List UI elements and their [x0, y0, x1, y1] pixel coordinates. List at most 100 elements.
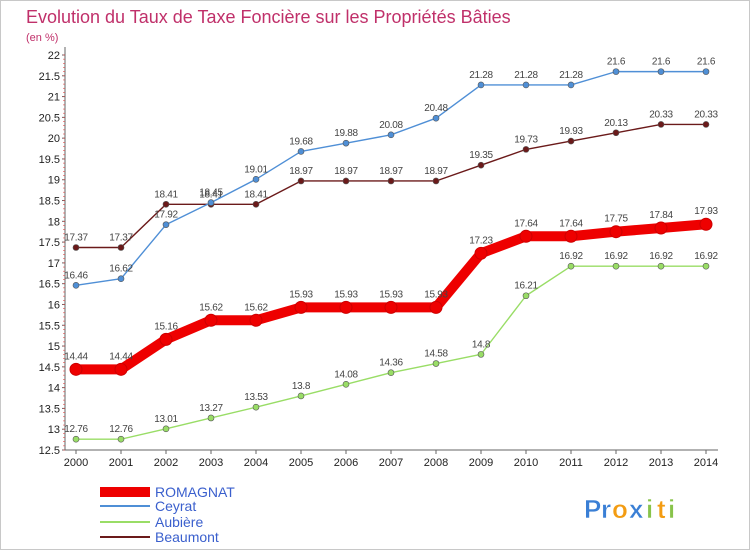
- data-label: 14.44: [64, 351, 88, 362]
- legend-label: ROMAGNAT: [155, 484, 235, 500]
- data-point: [117, 435, 125, 443]
- data-label: 18.41: [244, 189, 268, 200]
- data-label: 16.92: [694, 251, 718, 262]
- legend-item-aubière: Aubière: [100, 514, 203, 530]
- x-tick-label: 2013: [649, 457, 673, 469]
- data-point: [117, 244, 125, 251]
- x-tick-label: 2009: [469, 457, 493, 469]
- data-point: [342, 139, 350, 147]
- data-point: [477, 351, 485, 358]
- y-tick-label: 13.5: [39, 403, 60, 415]
- data-point: [612, 68, 620, 75]
- data-label: 21.6: [607, 57, 626, 68]
- x-tick-label: 2010: [514, 457, 538, 469]
- data-point: [162, 425, 170, 433]
- y-tick-label: 15.5: [39, 320, 60, 332]
- x-tick-label: 2000: [64, 457, 88, 469]
- data-label: 21.28: [559, 70, 583, 81]
- data-label: 17.93: [694, 206, 718, 217]
- data-label: 18.41: [199, 189, 223, 200]
- data-point: [477, 81, 485, 89]
- y-tick-label: 13: [48, 424, 60, 436]
- data-point: [72, 282, 80, 289]
- y-tick-label: 14.5: [39, 362, 60, 374]
- data-label: 15.93: [289, 289, 313, 300]
- data-label: 15.93: [424, 289, 448, 300]
- data-label: 21.6: [697, 57, 716, 68]
- data-point: [432, 177, 440, 185]
- legend-label: Aubière: [155, 514, 203, 530]
- data-point: [162, 221, 170, 228]
- y-tick-label: 19: [48, 175, 60, 187]
- data-point: [384, 300, 398, 314]
- data-label: 17.64: [559, 218, 583, 229]
- x-tick-label: 2004: [244, 457, 268, 469]
- data-point: [657, 68, 665, 75]
- y-tick-label: 14: [48, 383, 60, 395]
- y-tick-label: 22: [48, 50, 60, 62]
- data-label: 19.01: [244, 164, 268, 175]
- data-point: [387, 131, 395, 139]
- data-point: [294, 300, 308, 314]
- data-label: 15.62: [244, 302, 268, 313]
- y-tick-label: 21.5: [39, 71, 60, 83]
- data-label: 14.58: [424, 349, 448, 360]
- data-label: 21.28: [514, 70, 538, 81]
- y-tick-label: 19.5: [39, 154, 60, 166]
- logo-letter: r: [601, 494, 611, 524]
- data-label: 20.33: [694, 109, 718, 120]
- logo-letter: t: [657, 494, 666, 524]
- data-label: 19.88: [334, 128, 358, 139]
- data-label: 12.76: [109, 424, 133, 435]
- x-tick-label: 2001: [109, 457, 133, 469]
- y-tick-label: 20: [48, 133, 60, 145]
- data-point: [519, 229, 533, 243]
- data-label: 18.97: [289, 166, 313, 177]
- legend-label: Ceyrat: [155, 498, 196, 514]
- logo-letter: i: [668, 494, 675, 524]
- data-label: 20.13: [604, 118, 628, 129]
- data-point: [702, 68, 710, 75]
- data-label: 13.53: [244, 392, 268, 403]
- series-ceyrat: 16.46 16.62 17.92 18.45 19.01 19.68 19.88 20.08…: [64, 57, 716, 289]
- data-point: [342, 381, 350, 388]
- y-tick-label: 12.5: [39, 445, 60, 457]
- data-point: [159, 332, 173, 346]
- data-label: 16.46: [64, 270, 88, 281]
- legend-item-ceyrat: Ceyrat: [100, 498, 196, 514]
- data-point: [117, 275, 125, 282]
- data-point: [252, 176, 260, 183]
- data-point: [432, 360, 440, 367]
- data-point: [567, 137, 575, 145]
- y-tick-label: 16: [48, 299, 60, 311]
- data-point: [699, 217, 713, 231]
- data-label: 12.76: [64, 424, 88, 435]
- data-label: 15.62: [199, 302, 223, 313]
- x-tick-label: 2003: [199, 457, 223, 469]
- data-label: 13.01: [154, 414, 178, 425]
- data-point: [297, 392, 305, 400]
- legend-item-romagnat: ROMAGNAT: [100, 484, 235, 500]
- data-point: [249, 313, 263, 327]
- y-tick-label: 20.5: [39, 112, 60, 124]
- data-point: [477, 161, 485, 169]
- data-label: 18.97: [334, 166, 358, 177]
- data-label: 20.48: [424, 103, 448, 114]
- data-label: 17.92: [154, 210, 178, 221]
- data-point: [564, 229, 578, 243]
- y-tick-label: 17: [48, 258, 60, 270]
- data-point: [72, 435, 80, 443]
- data-point: [252, 403, 260, 411]
- data-label: 21.28: [469, 70, 493, 81]
- x-tick-label: 2012: [604, 457, 628, 469]
- data-label: 17.23: [469, 235, 493, 246]
- data-point: [522, 292, 530, 300]
- data-point: [429, 300, 443, 314]
- logo-letter: o: [612, 494, 628, 524]
- data-point: [702, 121, 710, 128]
- data-point: [162, 200, 170, 208]
